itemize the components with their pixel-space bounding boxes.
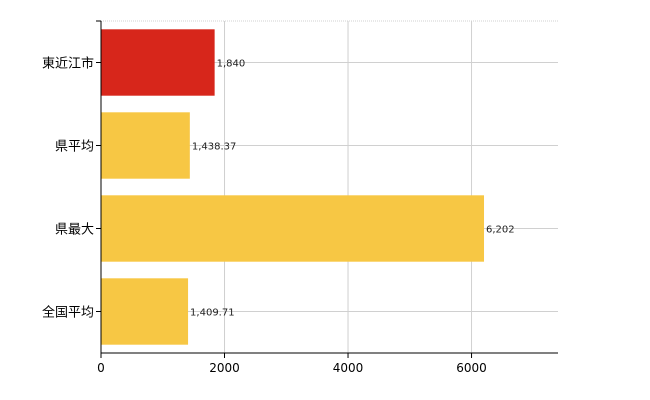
x-tick-label: 6000 xyxy=(456,361,487,375)
y-tick-label: 全国平均 xyxy=(42,305,94,321)
data-label: 1,840 xyxy=(217,59,246,70)
labels: 1,840 東近江市 1,438.37 県平均 6,202 県最大 1,409.71 全国平均… xyxy=(42,56,515,376)
y-tick-label: 県平均 xyxy=(55,140,94,155)
data-label: 1,409.71 xyxy=(190,308,235,319)
x-tick-label: 2000 xyxy=(209,361,240,375)
x-tick-label: 4000 xyxy=(333,361,364,375)
y-tick-label: 東近江市 xyxy=(42,56,94,72)
data-label: 6,202 xyxy=(486,225,515,236)
bar xyxy=(101,278,189,345)
y-tick-label: 県最大 xyxy=(55,223,94,238)
bar xyxy=(101,195,485,262)
bar xyxy=(101,112,190,179)
bar xyxy=(101,29,215,96)
data-label: 1,438.37 xyxy=(192,142,237,153)
x-tick-label: 0 xyxy=(97,361,105,375)
axes xyxy=(96,20,558,358)
bars xyxy=(101,29,485,345)
